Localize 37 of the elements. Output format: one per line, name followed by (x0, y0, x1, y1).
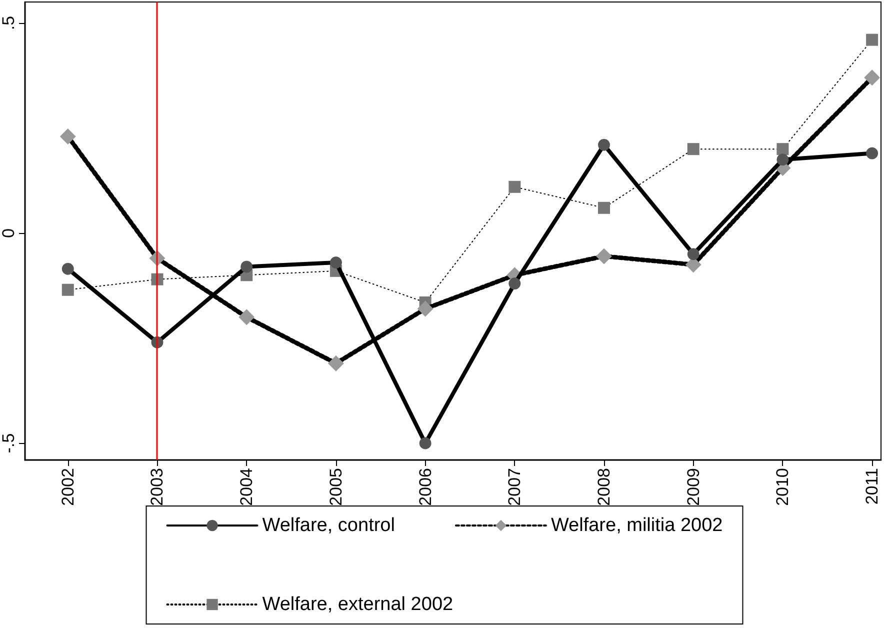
x-tick-label: 2006 (416, 468, 435, 506)
point (62, 262, 74, 275)
point (866, 147, 878, 160)
point (328, 355, 344, 372)
point (508, 278, 521, 290)
point (687, 248, 700, 260)
point (864, 70, 880, 86)
point (866, 34, 878, 46)
y-tick-label: .5 (0, 16, 18, 30)
point (598, 138, 610, 151)
x-tick-label: 2002 (58, 468, 78, 506)
point (60, 128, 76, 144)
y-tick-label: 0 (0, 228, 18, 238)
x-tick-label: 2011 (862, 468, 882, 505)
x-tick-label: 2005 (326, 468, 346, 506)
point (240, 260, 253, 273)
point (687, 143, 700, 156)
point (417, 300, 434, 317)
point (596, 248, 612, 264)
x-tick-label: 2009 (684, 468, 703, 506)
y-tick-label: -.5 (0, 433, 18, 454)
x-tick-label: 2004 (237, 468, 256, 506)
point (508, 180, 521, 193)
legend-label: Welfare, external 2002 (262, 594, 454, 615)
point (330, 256, 342, 269)
x-tick-label: 2003 (148, 468, 167, 506)
point (776, 143, 789, 156)
x-tick-label: 2010 (773, 468, 792, 506)
legend-label: Welfare, militia 2002 (550, 515, 723, 536)
x-tick-label: 2008 (594, 468, 614, 506)
point (419, 437, 432, 450)
point (598, 202, 610, 214)
x-tick-label: 2007 (505, 468, 524, 506)
point (238, 309, 255, 326)
point (62, 284, 74, 296)
legend-label: Welfare, control (262, 515, 395, 536)
point (776, 154, 789, 166)
